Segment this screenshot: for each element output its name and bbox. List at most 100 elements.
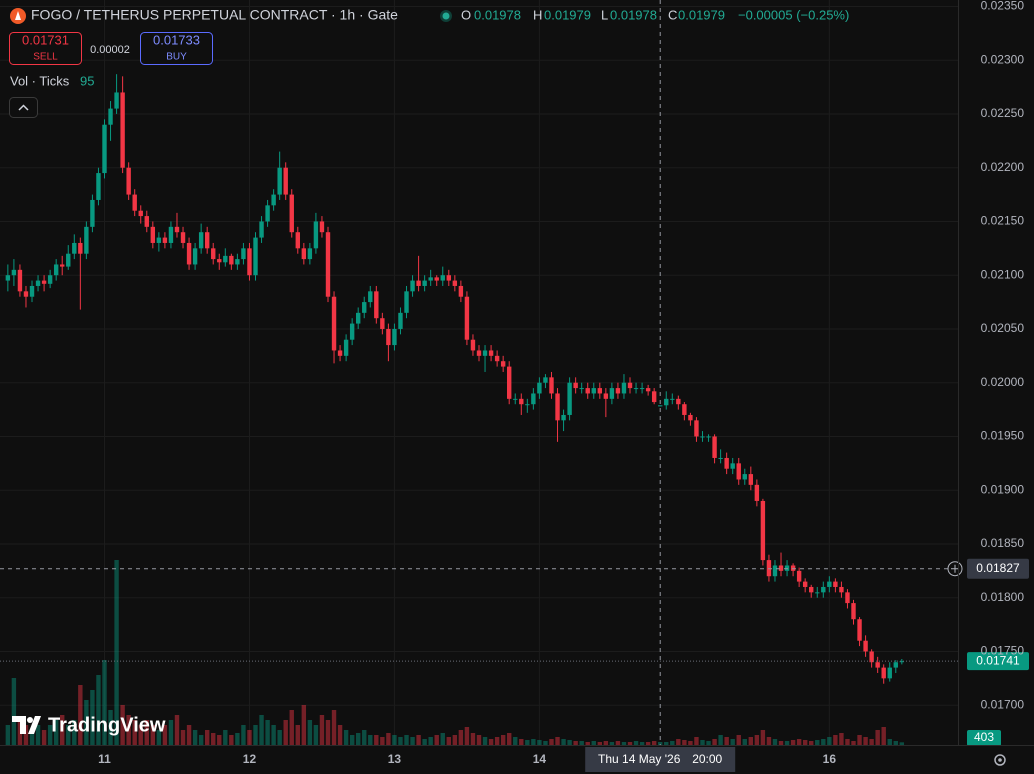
volume-bar bbox=[839, 733, 844, 745]
candle-body bbox=[790, 565, 796, 571]
volume-bar bbox=[555, 737, 560, 745]
candle-body bbox=[343, 339, 349, 356]
candle-body bbox=[5, 275, 11, 281]
candle-body bbox=[549, 377, 554, 394]
spread: 0.00002 bbox=[90, 44, 130, 56]
volume-bar bbox=[645, 742, 651, 745]
volume-bar bbox=[730, 739, 735, 745]
y-tick-label: 0.02150 bbox=[981, 214, 1025, 228]
candle-body bbox=[664, 398, 669, 406]
candle-body bbox=[235, 259, 240, 265]
volume-bar bbox=[259, 715, 264, 745]
buy-box[interactable] bbox=[140, 32, 213, 65]
candle-body bbox=[658, 405, 663, 407]
volume-bar bbox=[760, 730, 766, 745]
volume-bar bbox=[96, 675, 101, 745]
sell-button[interactable]: 0.01731 SELL bbox=[9, 32, 82, 65]
candle-body bbox=[380, 318, 385, 329]
candle-body bbox=[108, 108, 113, 125]
candle-body bbox=[138, 210, 143, 217]
candle-body bbox=[325, 232, 331, 297]
watermark-text: TradingView bbox=[48, 714, 166, 736]
collapse-box[interactable] bbox=[9, 97, 38, 118]
candle-body bbox=[893, 662, 898, 668]
candle-body bbox=[72, 242, 77, 254]
candle-body bbox=[609, 388, 615, 399]
candle-body bbox=[132, 194, 137, 211]
settings-icon-center[interactable] bbox=[998, 758, 1002, 762]
volume-bar bbox=[845, 739, 850, 745]
volume-bar bbox=[301, 705, 307, 745]
volume-bar bbox=[241, 725, 246, 745]
watermark-logo bbox=[12, 716, 41, 734]
candle-body bbox=[84, 226, 89, 254]
volume-bar bbox=[398, 737, 403, 745]
volume-bar bbox=[609, 742, 615, 745]
candle-body bbox=[809, 586, 814, 593]
volume-bar bbox=[144, 720, 149, 745]
candle-body bbox=[11, 269, 17, 276]
volume-bar bbox=[651, 741, 657, 745]
candle-body bbox=[482, 350, 488, 356]
status-dot bbox=[442, 12, 450, 20]
buy-price[interactable]: 0.01733 bbox=[153, 32, 200, 47]
change-value: −0.00005 (−0.25%) bbox=[738, 7, 849, 22]
settings-icon[interactable] bbox=[994, 754, 1006, 766]
candle-body bbox=[416, 280, 421, 286]
collapse-caret[interactable] bbox=[18, 104, 29, 111]
x-tick-label: 13 bbox=[388, 752, 402, 766]
candle-body bbox=[452, 280, 458, 286]
candle-body bbox=[440, 275, 445, 281]
volume-bar bbox=[815, 740, 820, 745]
candle-body bbox=[476, 350, 482, 356]
candle-body bbox=[464, 296, 470, 340]
volume-bar bbox=[869, 739, 874, 745]
volume-bar bbox=[392, 735, 397, 745]
volume-bar bbox=[114, 560, 119, 745]
candle-body bbox=[295, 232, 300, 249]
volume-bar bbox=[482, 737, 488, 745]
volume-bar bbox=[150, 725, 156, 745]
sell-price[interactable]: 0.01731 bbox=[22, 32, 69, 47]
volume-panel bbox=[5, 560, 905, 745]
candle-body bbox=[156, 237, 162, 243]
volume-bar bbox=[35, 725, 41, 745]
candle-body bbox=[778, 565, 784, 571]
volume-bar bbox=[186, 725, 192, 745]
sell-label[interactable]: SELL bbox=[33, 52, 58, 63]
candle-body bbox=[712, 436, 717, 458]
crosshair-time-label: 20:00 bbox=[692, 752, 722, 766]
candle-body bbox=[591, 388, 596, 394]
volume-bar bbox=[809, 741, 814, 745]
volume-indicator-label: Vol · Ticks bbox=[10, 73, 70, 88]
candle-body bbox=[573, 382, 578, 389]
volume-bar bbox=[331, 710, 337, 745]
low-label: L bbox=[601, 7, 608, 22]
volume-bar bbox=[476, 735, 482, 745]
candle-body bbox=[313, 221, 319, 249]
sell-box[interactable] bbox=[9, 32, 82, 65]
candle-body bbox=[857, 619, 862, 641]
y-tick-label: 0.01950 bbox=[981, 429, 1025, 443]
x-tick-label: 11 bbox=[98, 752, 111, 766]
buy-button[interactable]: 0.01733 BUY bbox=[140, 32, 213, 65]
settings-button[interactable] bbox=[994, 754, 1006, 766]
grid bbox=[0, 0, 958, 745]
candle-body bbox=[446, 275, 451, 281]
volume-bar bbox=[452, 735, 458, 745]
watermark: TradingView bbox=[12, 714, 166, 736]
volume-bar bbox=[658, 742, 663, 745]
volume-bar bbox=[597, 742, 603, 745]
volume-bar bbox=[47, 725, 53, 745]
candle-body bbox=[621, 382, 627, 394]
crosshair-plus-sign bbox=[951, 564, 959, 573]
volume-bar bbox=[899, 742, 905, 745]
y-tick-label: 0.02100 bbox=[981, 267, 1025, 281]
candle-body bbox=[784, 565, 790, 571]
y-tick-label: 0.02000 bbox=[981, 375, 1025, 389]
candle-body bbox=[676, 398, 681, 405]
buy-label[interactable]: BUY bbox=[166, 52, 187, 63]
candle-body bbox=[392, 328, 397, 346]
collapse-button[interactable] bbox=[9, 97, 38, 118]
